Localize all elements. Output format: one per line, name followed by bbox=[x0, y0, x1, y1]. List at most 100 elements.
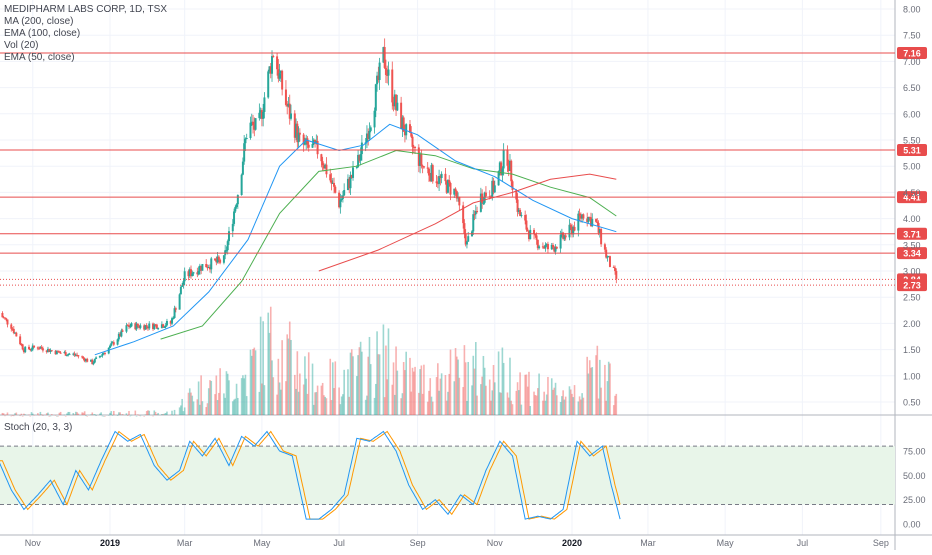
volume-bar-324 bbox=[572, 397, 575, 415]
volume-bar-212 bbox=[375, 383, 377, 415]
volume-bar-216 bbox=[382, 324, 385, 415]
volume-bar-289 bbox=[510, 400, 513, 415]
candle-body-108 bbox=[190, 269, 193, 277]
candle-body-312 bbox=[552, 244, 555, 248]
volume-bar-113 bbox=[199, 404, 201, 415]
volume-bar-243 bbox=[429, 378, 432, 415]
candle-body-240 bbox=[422, 166, 425, 168]
volume-bar-239 bbox=[421, 393, 424, 415]
volume-bar-29 bbox=[49, 415, 52, 417]
volume-bar-158 bbox=[278, 382, 281, 415]
volume-bar-330 bbox=[582, 397, 585, 415]
candle-body-48 bbox=[83, 358, 86, 362]
candle-body-244 bbox=[430, 165, 433, 182]
volume-bar-162 bbox=[286, 334, 289, 415]
candle-body-135 bbox=[236, 195, 239, 205]
volume-bar-14 bbox=[23, 413, 25, 415]
candle-body-319 bbox=[563, 235, 566, 239]
volume-bar-157 bbox=[277, 358, 280, 415]
volume-bar-308 bbox=[544, 400, 547, 415]
volume-bar-25 bbox=[42, 415, 44, 416]
level-label-bg-1 bbox=[897, 143, 927, 156]
time-tick-5: Sep bbox=[410, 538, 426, 548]
time-tick-1: 2019 bbox=[100, 538, 120, 548]
volume-bar-47 bbox=[82, 412, 85, 415]
volume-bar-150 bbox=[263, 385, 266, 415]
candle-body-193 bbox=[340, 198, 343, 201]
volume-bar-17 bbox=[29, 415, 32, 417]
candle-body-207 bbox=[365, 133, 368, 143]
volume-bar-240 bbox=[423, 364, 425, 415]
candle-body-318 bbox=[562, 232, 565, 239]
volume-bar-300 bbox=[529, 405, 532, 415]
volume-bar-96 bbox=[169, 414, 172, 416]
candle-body-294 bbox=[519, 209, 522, 216]
candle-body-30 bbox=[50, 350, 53, 352]
time-tick-0: Nov bbox=[25, 538, 42, 548]
volume-bar-50 bbox=[86, 416, 89, 417]
volume-bar-336 bbox=[595, 355, 597, 415]
time-tick-3: May bbox=[253, 538, 271, 548]
candle-body-83 bbox=[145, 325, 148, 327]
volume-bar-155 bbox=[272, 377, 275, 415]
volume-bar-269 bbox=[475, 342, 477, 415]
volume-bar-54 bbox=[94, 414, 96, 415]
level-label-bg-2 bbox=[897, 191, 927, 204]
candle-body-94 bbox=[164, 325, 167, 327]
volume-bar-153 bbox=[269, 306, 272, 415]
candle-body-5 bbox=[6, 319, 9, 325]
volume-bar-46 bbox=[81, 412, 83, 415]
price-tick-11: 2.50 bbox=[903, 293, 921, 303]
volume-bar-256 bbox=[453, 381, 456, 415]
candle-body-62 bbox=[109, 345, 111, 348]
volume-bar-44 bbox=[76, 412, 78, 415]
candle-body-140 bbox=[245, 138, 248, 140]
volume-bar-281 bbox=[497, 351, 500, 415]
volume-bar-213 bbox=[376, 331, 378, 415]
candle-body-181 bbox=[320, 154, 323, 162]
candle-body-333 bbox=[588, 216, 591, 218]
candle-body-47 bbox=[82, 357, 85, 359]
candle-body-39 bbox=[67, 354, 70, 356]
volume-bar-159 bbox=[280, 389, 282, 415]
volume-bar-183 bbox=[323, 395, 325, 415]
volume-bar-160 bbox=[281, 340, 283, 415]
candle-body-102 bbox=[179, 286, 182, 295]
volume-bar-197 bbox=[348, 396, 351, 415]
volume-bar-118 bbox=[207, 388, 210, 415]
stoch-d-line bbox=[0, 430, 621, 520]
stoch-band bbox=[0, 446, 895, 505]
candle-body-171 bbox=[302, 134, 305, 145]
volume-bar-73 bbox=[128, 410, 130, 415]
level-label-bg-0 bbox=[897, 47, 927, 60]
volume-bar-164 bbox=[288, 321, 291, 415]
volume-bar-298 bbox=[526, 386, 529, 415]
volume-bar-250 bbox=[440, 373, 443, 415]
candle-body-158 bbox=[278, 73, 281, 79]
candle-body-188 bbox=[331, 182, 334, 184]
candle-body-113 bbox=[198, 265, 201, 271]
candle-body-74 bbox=[129, 326, 132, 328]
volume-bar-126 bbox=[223, 393, 225, 415]
candle-body-155 bbox=[272, 56, 275, 58]
candle-body-166 bbox=[293, 113, 296, 138]
volume-bar-62 bbox=[109, 412, 111, 415]
candle-body-91 bbox=[160, 324, 163, 329]
time-tick-10: Jul bbox=[797, 538, 809, 548]
volume-bar-344 bbox=[607, 361, 610, 415]
candle-body-309 bbox=[545, 243, 548, 245]
candle-body-98 bbox=[172, 317, 175, 319]
candle-body-134 bbox=[235, 204, 238, 207]
volume-bar-267 bbox=[472, 355, 475, 415]
candle-body-300 bbox=[529, 229, 532, 240]
volume-bar-326 bbox=[577, 401, 580, 415]
volume-bar-224 bbox=[395, 346, 397, 415]
volume-bar-208 bbox=[367, 356, 370, 415]
candle-body-105 bbox=[183, 271, 186, 282]
volume-bar-304 bbox=[537, 388, 539, 415]
candle-body-24 bbox=[40, 347, 43, 349]
volume-bar-178 bbox=[314, 392, 316, 415]
candle-body-115 bbox=[201, 264, 204, 271]
